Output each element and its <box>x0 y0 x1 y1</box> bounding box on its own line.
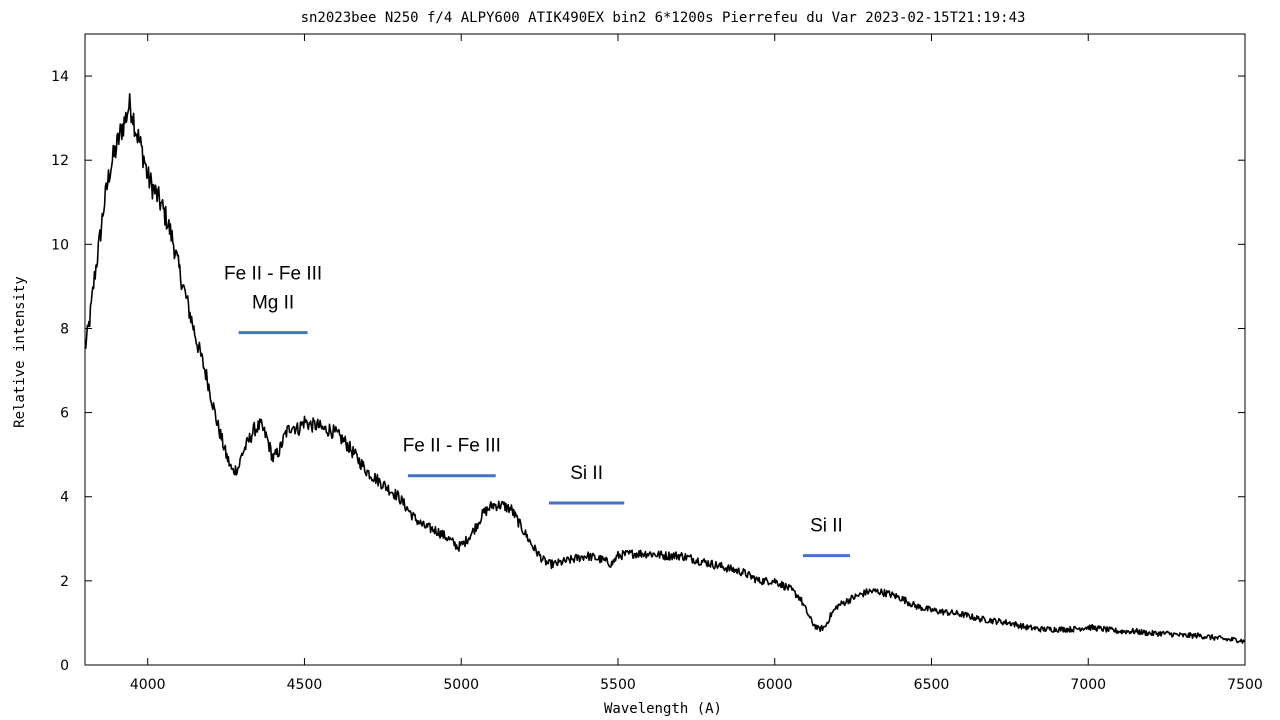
spectrum-series <box>84 93 1246 644</box>
x-tick-label: 6500 <box>914 677 950 693</box>
x-axis-label: Wavelength (A) <box>604 701 722 717</box>
line-id-label: Mg II <box>252 293 294 314</box>
x-tick-label: 6000 <box>757 677 793 693</box>
plot-frame <box>84 33 1246 666</box>
y-tick-label: 6 <box>60 406 69 422</box>
x-tick-label: 7000 <box>1070 677 1106 693</box>
x-tick-label: 5000 <box>443 677 479 693</box>
x-tick-label: 5500 <box>600 677 636 693</box>
axis-ticks: 4000 4500 5000 5500 6000 6500 7000 7500 0 2 4 6 8 10 1… <box>51 34 1263 693</box>
y-tick-label: 2 <box>60 574 69 590</box>
line-id-label: Fe II - Fe III <box>403 436 501 457</box>
line-identifications: Fe II - Fe III Mg II Fe II - Fe III Si II Si… <box>224 264 850 558</box>
x-tick-label: 4000 <box>130 677 166 693</box>
y-tick-label: 0 <box>60 658 69 674</box>
y-tick-label: 4 <box>60 490 69 506</box>
x-tick-label: 4500 <box>287 677 323 693</box>
line-id-label: Si II <box>810 516 843 537</box>
chart-title: sn2023bee N250 f/4 ALPY600 ATIK490EX bin… <box>301 10 1026 26</box>
spectrum-line <box>84 93 1246 644</box>
y-tick-label: 12 <box>51 153 69 169</box>
y-axis-label: Relative intensity <box>12 276 28 428</box>
y-tick-label: 14 <box>51 69 69 85</box>
y-tick-label: 8 <box>60 321 69 337</box>
y-tick-label: 10 <box>51 237 69 253</box>
x-tick-label: 7500 <box>1227 677 1263 693</box>
line-id-label: Si II <box>570 463 603 484</box>
line-id-label: Fe II - Fe III <box>224 264 322 285</box>
